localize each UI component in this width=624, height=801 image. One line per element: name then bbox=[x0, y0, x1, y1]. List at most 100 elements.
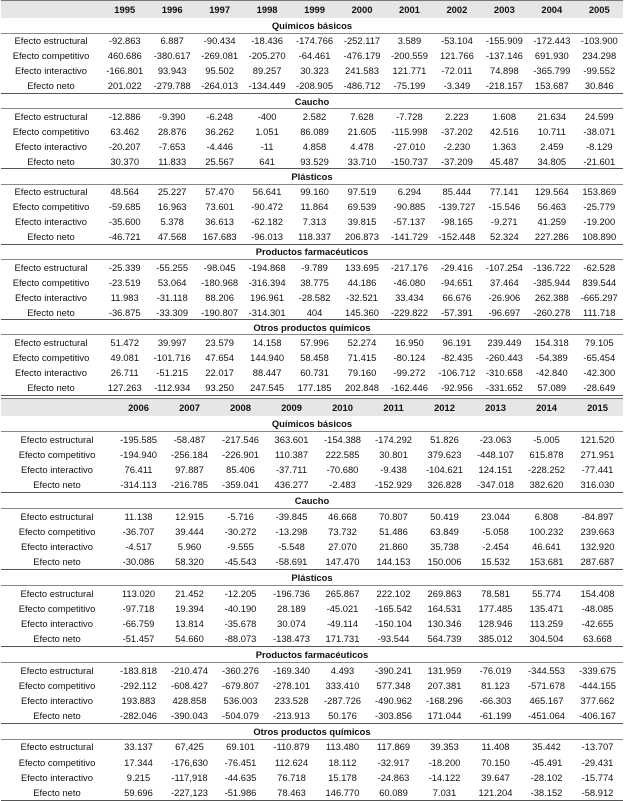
table-cell: -451.064 bbox=[521, 708, 572, 725]
table-cell: 44.186 bbox=[347, 276, 377, 288]
table-cell: -21.601 bbox=[575, 153, 623, 170]
table-cell: 33.710 bbox=[338, 153, 386, 170]
table-cell: -180.968 bbox=[201, 276, 239, 288]
table-cell: -205.270 bbox=[248, 50, 286, 62]
table-cell: -228.252 bbox=[527, 464, 565, 476]
table-cell: 54.660 bbox=[164, 631, 215, 648]
table-cell: -112.934 bbox=[148, 380, 196, 396]
table-cell: 564.739 bbox=[419, 631, 470, 648]
year-header: 1996 bbox=[148, 0, 196, 18]
table-cell: 233.528 bbox=[274, 695, 309, 707]
table-cell: 691.930 bbox=[534, 50, 569, 62]
table-cell: 100.232 bbox=[529, 525, 564, 537]
table-cell: -3.349 bbox=[433, 78, 481, 94]
table-row: Efecto neto -314.113 -216.785 -359.041 436.2… bbox=[1, 477, 623, 494]
table-cell: 78.463 bbox=[266, 785, 317, 801]
table-cell: -5.548 bbox=[278, 541, 305, 553]
table-row: Efecto neto 201.022 -279.788 -264.013 -134.4… bbox=[1, 78, 623, 94]
table-cell: 78.581 bbox=[481, 587, 510, 599]
table-row: Efecto estructural -92.863 6.887 -90.434 -18… bbox=[1, 33, 623, 48]
table-cell: -53.104 bbox=[441, 35, 473, 47]
table-row: Efecto interactivo 193.883 428.858 536.003 2… bbox=[1, 693, 623, 708]
table-cell: 48.564 bbox=[110, 186, 140, 198]
table-cell: -45.543 bbox=[215, 554, 266, 571]
year-header: 2013 bbox=[470, 397, 521, 416]
table-cell: -82.435 bbox=[441, 352, 473, 364]
table-cell: 7.031 bbox=[419, 785, 470, 801]
table-cell: -150.737 bbox=[385, 153, 434, 170]
table-cell: 110.387 bbox=[274, 448, 309, 460]
table-cell: -183.818 bbox=[119, 664, 157, 676]
table-cell: 6.887 bbox=[160, 35, 184, 47]
table-cell: -365.799 bbox=[533, 65, 571, 77]
table-cell: -37.209 bbox=[433, 153, 481, 170]
table-cell: -390.043 bbox=[164, 708, 215, 725]
row-label: Efecto interactivo bbox=[21, 541, 93, 553]
table-cell: -176,630 bbox=[170, 756, 208, 768]
table-cell: -76.451 bbox=[224, 756, 257, 768]
table-cell: 131.959 bbox=[427, 664, 462, 676]
table-cell: 144.940 bbox=[250, 352, 285, 364]
row-label: Efecto neto bbox=[1, 708, 113, 725]
table-cell: 19.394 bbox=[175, 602, 204, 614]
table-cell: -66.303 bbox=[479, 695, 512, 707]
table-cell: 9.215 bbox=[126, 772, 151, 784]
table-cell: -37.202 bbox=[441, 125, 473, 137]
table-cell: 69.101 bbox=[226, 741, 255, 753]
table-row: Efecto neto -46.721 47.568 167.683 -96.013 11… bbox=[1, 229, 623, 245]
table-cell: -4.446 bbox=[206, 140, 233, 152]
table-cell: 271.951 bbox=[580, 448, 615, 460]
table-cell: -13.298 bbox=[275, 525, 308, 537]
table-cell: 150.006 bbox=[419, 554, 470, 571]
table-row: Efecto interactivo -66.759 13.814 -35.678 30… bbox=[1, 616, 623, 631]
table-cell: -217.176 bbox=[390, 261, 428, 273]
table-cell: 202.848 bbox=[338, 380, 386, 396]
table-cell: 11.138 bbox=[124, 510, 153, 522]
section-title-row: Químicos básicos bbox=[1, 18, 623, 34]
table-cell: -8.129 bbox=[585, 140, 613, 152]
table-cell: 58.458 bbox=[300, 352, 329, 364]
table-row: Efecto interactivo 9.215 -117,918 -44.635 76… bbox=[1, 770, 623, 785]
table-cell: -46.080 bbox=[393, 276, 426, 288]
table-cell: -229.822 bbox=[385, 304, 434, 321]
table-cell: -23.519 bbox=[108, 276, 141, 288]
table-cell: -7.653 bbox=[158, 140, 186, 152]
section-title: Productos farmacéuticos bbox=[1, 646, 623, 663]
table-cell: -2.454 bbox=[482, 541, 509, 553]
table-cell: -14.122 bbox=[428, 772, 461, 784]
table-cell: -608.427 bbox=[170, 679, 208, 691]
table-row: Efecto estructural -25.339 -55.255 -98.045-… bbox=[1, 260, 623, 275]
table-cell: 436.277 bbox=[266, 477, 317, 494]
table-cell: -152.929 bbox=[368, 477, 419, 494]
table-cell: 7.313 bbox=[302, 216, 327, 228]
table-cell: 385.012 bbox=[470, 631, 521, 648]
table-cell: 227.286 bbox=[528, 229, 576, 245]
table-cell: 287.687 bbox=[572, 554, 623, 571]
table-cell: -72.011 bbox=[441, 65, 473, 77]
table-cell: -80.124 bbox=[393, 352, 426, 364]
table-cell: 57.996 bbox=[300, 337, 329, 349]
table-cell: -264.013 bbox=[195, 78, 244, 94]
table-cell: -96.013 bbox=[243, 229, 291, 245]
table-cell: -65.454 bbox=[583, 352, 616, 364]
row-label: Efecto competitivo bbox=[12, 201, 90, 213]
table-row: Efecto competitivo -23.519 53.064 -180.968-… bbox=[1, 275, 623, 290]
row-label: Efecto estructural bbox=[20, 587, 94, 599]
table-row: Efecto competitivo -59.685 16.963 73.601 -90… bbox=[1, 199, 623, 214]
year-header: 1998 bbox=[243, 0, 291, 18]
table-cell: -66.759 bbox=[122, 618, 155, 630]
table-cell: 33.137 bbox=[124, 741, 153, 753]
table-cell: -152.448 bbox=[433, 229, 481, 245]
table-cell: 39.815 bbox=[347, 216, 377, 228]
table-cell: -76.019 bbox=[479, 664, 512, 676]
table-cell: -571.678 bbox=[527, 679, 565, 691]
table-cell: -55.255 bbox=[156, 261, 189, 273]
table-cell: 615.878 bbox=[529, 448, 564, 460]
table-cell: -9.438 bbox=[380, 464, 407, 476]
table-cell: -28.582 bbox=[298, 291, 331, 303]
table-cell: 206.873 bbox=[338, 229, 386, 245]
table-cell: -486.712 bbox=[338, 78, 386, 94]
year-header: 2001 bbox=[385, 0, 434, 18]
table-cell: 2.459 bbox=[540, 140, 564, 152]
table-row: Efecto estructural 48.564 25.227 57.470 56.6… bbox=[1, 184, 623, 199]
